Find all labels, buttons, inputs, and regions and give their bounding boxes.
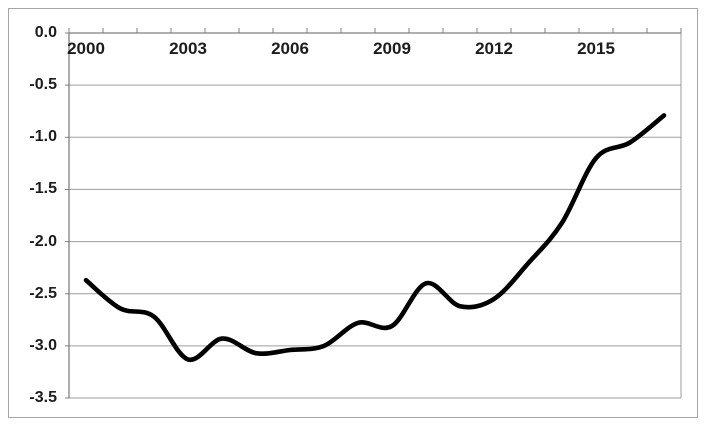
data-series [83, 113, 667, 362]
gridlines [69, 33, 682, 399]
y-axis-tick-label: -3.0 [29, 336, 57, 354]
y-axis-tick-label: -1.5 [29, 180, 57, 198]
y-axis-tick-label: -2.5 [29, 284, 57, 302]
y-axis-tick-label: -3.5 [29, 389, 57, 406]
x-axis-tick-label: 2000 [67, 39, 105, 58]
y-axis-tick-label: 0.0 [34, 24, 57, 41]
axes [65, 28, 682, 399]
x-axis-tick-label: 2006 [271, 39, 309, 58]
series-line [83, 113, 667, 362]
x-axis-tick-label: 2012 [475, 39, 513, 58]
y-axis-tick-label: -1.0 [29, 128, 57, 146]
y-axis-tick-label: -0.5 [29, 76, 57, 94]
x-axis-tick-label: 2015 [577, 39, 615, 58]
y-axis-tick-label: -2.0 [29, 232, 57, 250]
x-axis-tick-label: 2009 [373, 39, 411, 58]
chart-figure-border [8, 8, 698, 418]
x-axis-tick-label: 2003 [169, 39, 207, 58]
